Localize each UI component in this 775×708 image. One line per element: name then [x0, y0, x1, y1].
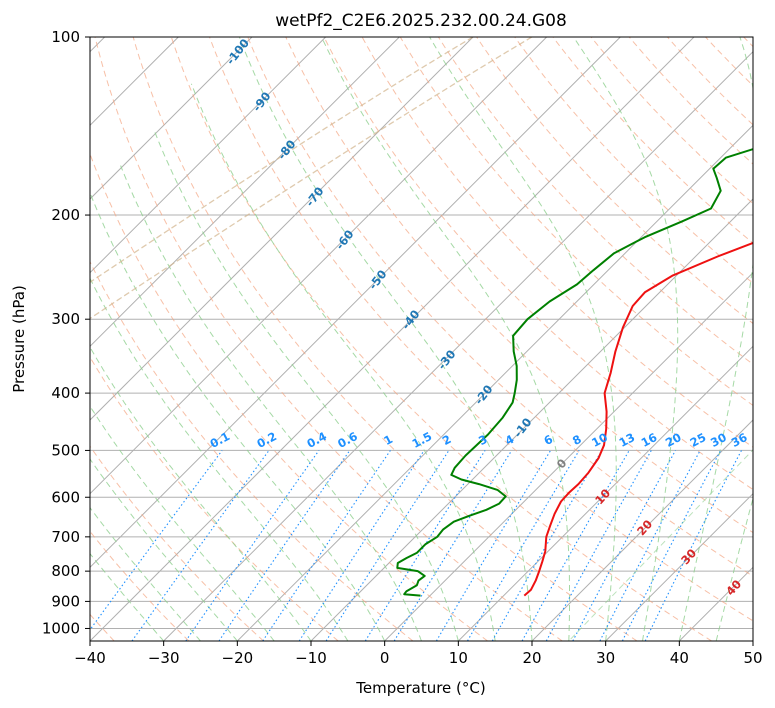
moist-adiabat-line	[154, 132, 459, 641]
reference-curves	[90, 37, 753, 641]
x-tick-label: 50	[743, 649, 762, 667]
dry-adiabat-line	[590, 37, 753, 205]
y-tick-label: 700	[51, 528, 80, 546]
chart-title: wetPf2_C2E6.2025.232.00.24.G08	[275, 11, 567, 31]
dry-adiabat-line	[628, 37, 753, 165]
x-tick-label: 10	[449, 649, 468, 667]
mixing-ratio-line	[545, 450, 652, 641]
mixing-ratio-label: 10	[589, 430, 610, 450]
dry-adiabat-line	[476, 37, 753, 325]
dry-adiabat-line	[247, 37, 753, 577]
moist-adiabat-line	[238, 37, 533, 641]
reference-curve	[90, 37, 474, 284]
y-tick-label: 1000	[42, 619, 80, 637]
isotherm-line	[384, 271, 753, 641]
mixing-ratio-line	[521, 450, 630, 641]
isotherm-grid	[90, 37, 753, 641]
isotherm-line	[90, 37, 400, 348]
dry-adiabat-line	[209, 37, 753, 622]
dry-adiabat-line	[323, 37, 753, 491]
isotherm-line	[90, 37, 327, 274]
isotherm-line	[90, 37, 253, 200]
isotherm-line	[90, 37, 621, 569]
moist-adiabat-line	[678, 37, 753, 641]
moist-adiabat-line	[120, 165, 422, 641]
isotherm-line	[236, 124, 753, 641]
y-tick-label: 400	[51, 384, 80, 402]
mixing-ratio-label: 25	[688, 430, 709, 450]
mixing-ratio-line	[572, 450, 676, 641]
x-tick-label: 40	[670, 649, 689, 667]
x-tick-label: 20	[522, 649, 541, 667]
dry-adiabat-line	[90, 260, 414, 641]
y-tick-label: 100	[51, 28, 80, 46]
mixing-ratio-line	[393, 450, 513, 641]
y-tick-label: 900	[51, 592, 80, 610]
moist-adiabat-line	[90, 194, 386, 641]
x-axis: −40 −30 −20 −10 0 10 20 30 40 50	[74, 641, 763, 667]
y-tick-label: 600	[51, 488, 80, 506]
dry-adiabat-line	[399, 37, 753, 407]
mixing-ratio-label: 16	[639, 430, 660, 450]
y-tick-label: 500	[51, 441, 80, 459]
isotherm-line	[163, 50, 753, 641]
plot-area: -100-90-80-70-60-50-40-30-20-10010203040…	[90, 37, 753, 641]
dry-adiabat-line	[132, 37, 638, 641]
mixing-ratio-line	[325, 450, 450, 641]
moist-adiabats	[90, 37, 753, 641]
x-tick-label: 30	[596, 649, 615, 667]
moist-adiabat-line	[90, 458, 238, 641]
dry-adiabat-line	[90, 445, 264, 641]
isotherm-line	[531, 419, 753, 641]
moist-adiabat-line	[90, 552, 165, 641]
isotherm-line	[90, 37, 548, 495]
x-tick-label: −40	[74, 649, 106, 667]
temperature-profile	[523, 241, 753, 597]
mixing-ratio-label: 13	[617, 430, 638, 450]
mixing-ratio-label: 30	[708, 430, 729, 450]
y-tick-label: 800	[51, 562, 80, 580]
isotherm-line	[90, 37, 474, 421]
moist-adiabat-line	[715, 496, 753, 641]
x-axis-title: Temperature (°C)	[355, 679, 485, 697]
isotherm-line	[605, 492, 753, 641]
x-tick-label: 0	[380, 649, 390, 667]
dry-adiabats	[90, 37, 753, 641]
y-axis-title: Pressure (hPa)	[10, 285, 28, 393]
mixing-ratio-label: 20	[663, 430, 684, 450]
moist-adiabat-line	[573, 37, 679, 641]
dewpoint-profile	[396, 148, 753, 597]
mixing-ratio-line	[467, 450, 580, 641]
mixing-ratio-line	[218, 450, 351, 641]
plot-frame	[89, 36, 754, 642]
y-tick-label: 300	[51, 310, 80, 328]
moist-adiabat-line	[190, 83, 496, 641]
moist-adiabat-line	[90, 506, 201, 641]
mixing-ratio-line	[435, 450, 552, 641]
isotherm-line	[457, 345, 753, 641]
y-tick-label: 200	[51, 206, 80, 224]
moist-adiabat-line	[90, 346, 312, 641]
dry-adiabat-line	[361, 37, 753, 448]
mixing-ratio-line	[131, 450, 270, 641]
moist-adiabat-line	[90, 405, 275, 641]
sounding-profiles	[396, 148, 753, 597]
x-tick-label: −10	[295, 649, 327, 667]
x-tick-label: −30	[148, 649, 180, 667]
mixing-ratio-label: 36	[729, 430, 750, 450]
x-tick-label: −20	[222, 649, 254, 667]
dry-adiabat-line	[514, 37, 753, 284]
reference-curve	[90, 37, 533, 320]
y-axis: 100 200 300 400 500 600 700 800 900 1000	[42, 28, 90, 637]
moist-adiabat-line	[321, 37, 571, 641]
dry-adiabat-line	[170, 37, 712, 641]
mixing-ratio-line	[90, 450, 223, 631]
